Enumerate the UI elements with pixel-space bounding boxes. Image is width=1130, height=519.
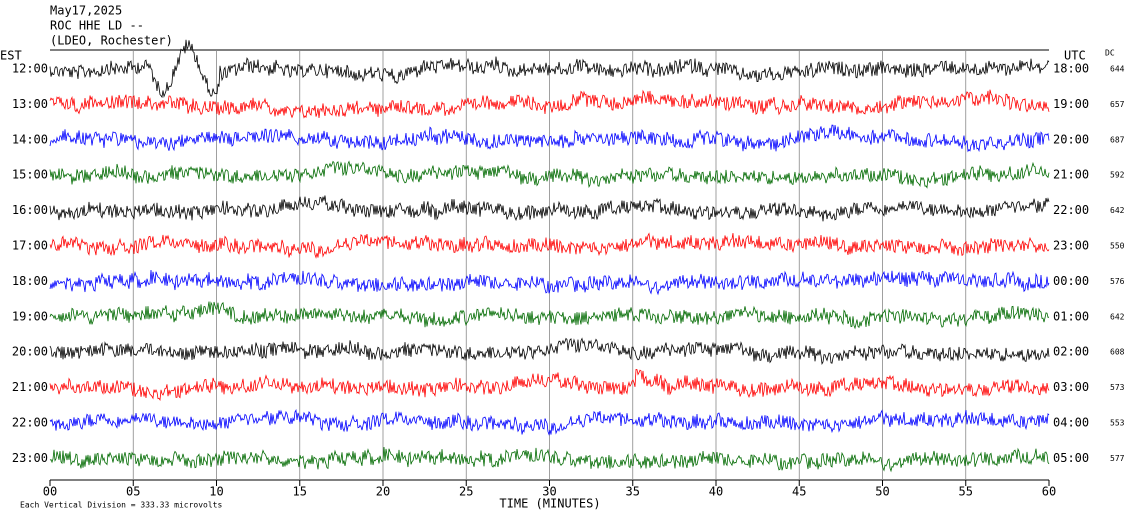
est-time: 22:00 xyxy=(12,416,48,430)
trace xyxy=(49,124,1050,153)
x-axis-title: TIME (MINUTES) xyxy=(499,497,600,511)
dc-value: 577 xyxy=(1110,454,1125,463)
utc-time: 00:00 xyxy=(1053,274,1089,288)
est-time: 21:00 xyxy=(12,380,48,394)
est-time: 23:00 xyxy=(12,451,48,465)
est-time: 17:00 xyxy=(12,239,48,253)
est-time: 18:00 xyxy=(12,274,48,288)
trace xyxy=(49,39,1050,99)
utc-time: 02:00 xyxy=(1053,345,1089,359)
trace xyxy=(49,337,1050,366)
x-tick-label: 15 xyxy=(293,485,307,499)
trace xyxy=(49,269,1050,296)
utc-time: 22:00 xyxy=(1053,203,1089,217)
dc-value: 553 xyxy=(1110,419,1125,428)
trace xyxy=(49,408,1050,436)
utc-time: 04:00 xyxy=(1053,416,1089,430)
trace xyxy=(49,446,1050,473)
trace xyxy=(49,232,1050,259)
trace xyxy=(49,301,1050,330)
header-line: (LDEO, Rochester) xyxy=(50,34,173,48)
dc-value: 550 xyxy=(1110,242,1125,251)
header-line: May17,2025 xyxy=(50,4,122,18)
est-time: 16:00 xyxy=(12,203,48,217)
x-tick-label: 60 xyxy=(1042,485,1056,499)
header-line: ROC HHE LD -- xyxy=(50,19,144,33)
trace xyxy=(49,195,1050,222)
trace xyxy=(49,369,1050,402)
trace xyxy=(49,160,1050,189)
est-time: 19:00 xyxy=(12,309,48,323)
utc-time: 03:00 xyxy=(1053,380,1089,394)
x-tick-label: 35 xyxy=(626,485,640,499)
footer: Each Vertical Division = 333.33 microvol… xyxy=(20,501,222,510)
est-time: 20:00 xyxy=(12,345,48,359)
x-tick-label: 40 xyxy=(709,485,723,499)
utc-time: 23:00 xyxy=(1053,239,1089,253)
trace xyxy=(49,89,1050,119)
x-tick-label: 30 xyxy=(542,485,556,499)
dc-value: 592 xyxy=(1110,171,1125,180)
est-time: 13:00 xyxy=(12,97,48,111)
dc-value: 642 xyxy=(1110,206,1125,215)
utc-time: 05:00 xyxy=(1053,451,1089,465)
dc-label: DC xyxy=(1105,49,1115,58)
x-tick-label: 05 xyxy=(126,485,140,499)
dc-value: 644 xyxy=(1110,65,1125,74)
utc-label: UTC xyxy=(1064,49,1086,63)
dc-value: 687 xyxy=(1110,135,1125,144)
x-tick-label: 20 xyxy=(376,485,390,499)
est-time: 14:00 xyxy=(12,132,48,146)
x-tick-label: 50 xyxy=(875,485,889,499)
utc-time: 21:00 xyxy=(1053,168,1089,182)
x-tick-label: 25 xyxy=(459,485,473,499)
est-label: EST xyxy=(0,49,22,63)
utc-time: 01:00 xyxy=(1053,309,1089,323)
dc-value: 573 xyxy=(1110,383,1125,392)
x-tick-label: 00 xyxy=(43,485,57,499)
utc-time: 20:00 xyxy=(1053,132,1089,146)
est-time: 12:00 xyxy=(12,62,48,76)
x-tick-label: 45 xyxy=(792,485,806,499)
utc-time: 18:00 xyxy=(1053,62,1089,76)
dc-value: 608 xyxy=(1110,348,1125,357)
x-tick-label: 10 xyxy=(209,485,223,499)
dc-value: 576 xyxy=(1110,277,1125,286)
utc-time: 19:00 xyxy=(1053,97,1089,111)
x-tick-label: 55 xyxy=(959,485,973,499)
dc-value: 642 xyxy=(1110,312,1125,321)
dc-value: 657 xyxy=(1110,100,1125,109)
est-time: 15:00 xyxy=(12,168,48,182)
